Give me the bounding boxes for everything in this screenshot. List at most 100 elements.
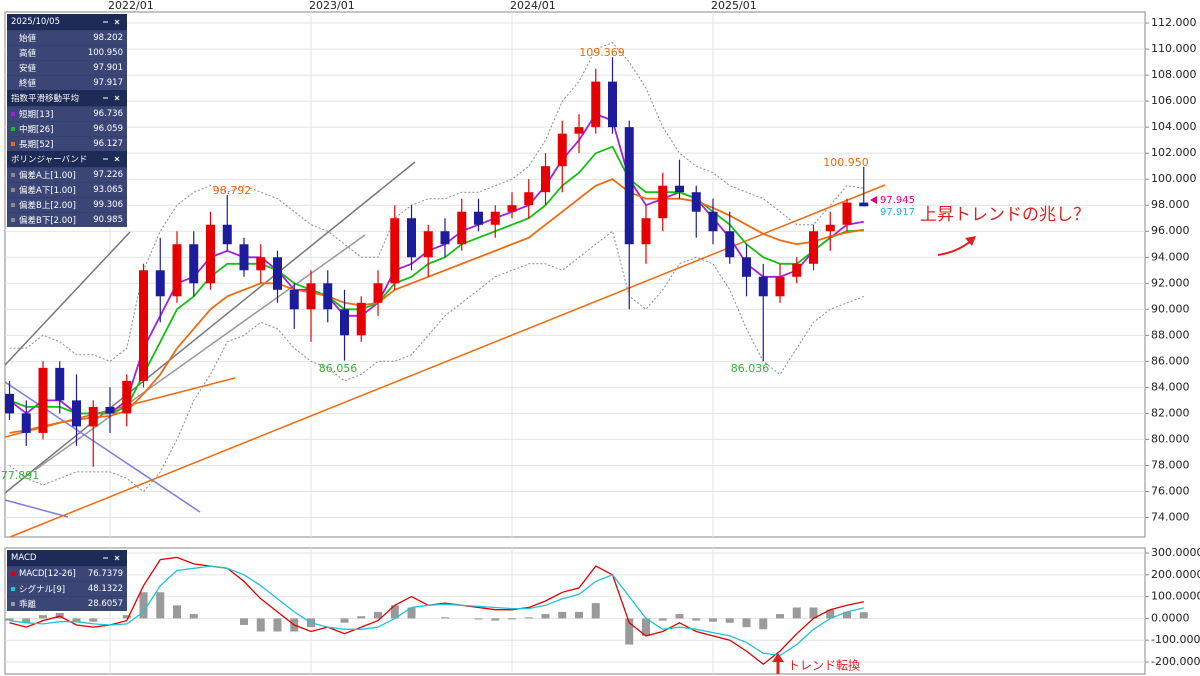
candle-body: [742, 257, 751, 277]
y-tick-label: 88.000: [1151, 328, 1190, 341]
candle-body: [842, 202, 852, 225]
row-name: 短期[13]: [19, 110, 54, 120]
y-tick-label: -100.0000: [1151, 633, 1200, 646]
y-tick-label: 0.0000: [1151, 611, 1190, 624]
row-marker: [11, 81, 15, 85]
window-title: 指数平滑移動平均: [11, 94, 80, 104]
row-marker: [11, 142, 15, 146]
window-buttons[interactable]: [101, 18, 123, 26]
histogram-bar: [625, 618, 634, 645]
histogram-bar: [575, 611, 583, 619]
window-row: 偏差B下[2.00] 90.985: [7, 212, 127, 227]
row-value: 96.059: [93, 124, 123, 134]
y-tick-label: 86.000: [1151, 354, 1190, 367]
histogram-bar: [474, 618, 483, 620]
annotation: 77.891: [1, 469, 40, 482]
close[interactable]: [114, 555, 120, 561]
arrow-head: [772, 653, 784, 662]
histogram-bar: [139, 592, 148, 619]
close[interactable]: [114, 19, 120, 25]
histogram-bar: [776, 614, 784, 619]
row-name: 乖離: [19, 600, 37, 610]
candle-body: [658, 185, 668, 219]
close[interactable]: [114, 95, 120, 101]
bollinger-band: [9, 230, 864, 493]
trend-line: [34, 234, 366, 471]
close[interactable]: [114, 156, 120, 162]
histogram-bar: [491, 618, 500, 621]
window-row: MACD[12-26] 76.7379: [7, 566, 127, 581]
annotation: トレンド転換: [788, 659, 860, 673]
histogram-bar: [22, 618, 31, 623]
candle-body: [390, 218, 400, 284]
histogram-bar: [390, 605, 399, 619]
candle-body: [541, 166, 550, 193]
candle-body: [206, 224, 215, 284]
candle-body: [88, 406, 98, 427]
candle-body: [105, 406, 115, 414]
row-value: 48.1322: [87, 584, 123, 594]
candle-body: [139, 270, 148, 381]
window-row: 長期[52] 96.127: [7, 136, 127, 151]
row-value: 93.065: [93, 185, 123, 195]
trend-line: [9, 184, 886, 538]
histogram-bar: [189, 614, 198, 619]
x-tick-label: 2024/01: [510, 0, 556, 12]
candle-body: [373, 283, 383, 303]
histogram-bar: [541, 614, 550, 619]
candle-body: [825, 224, 835, 232]
row-marker: [11, 66, 15, 70]
candle-body: [725, 231, 735, 258]
annotation: 100.950: [823, 156, 869, 169]
candle-body: [507, 205, 517, 212]
candle-body: [55, 367, 65, 401]
histogram-bar: [809, 607, 818, 619]
window-buttons[interactable]: [101, 554, 123, 562]
candle-body: [323, 283, 333, 310]
y-tick-label: 94.000: [1151, 250, 1190, 263]
x-tick-label: 2025/01: [711, 0, 757, 12]
candle-body: [490, 211, 500, 225]
ema-line: [9, 178, 864, 434]
row-name: 安値: [19, 64, 37, 74]
row-name: 偏差A下[1.00]: [19, 186, 76, 196]
row-marker: [11, 173, 15, 177]
candle-body: [172, 244, 182, 297]
macd-window: MACD MACD[12-26] 76.7379 シグナル[9] 48.1322 乖離 28…: [7, 550, 127, 611]
row-value: 76.7379: [87, 569, 123, 579]
row-value: 99.306: [93, 200, 123, 210]
row-name: 始値: [19, 34, 37, 44]
histogram-bar: [709, 618, 717, 622]
row-value: 28.6057: [87, 599, 123, 609]
row-marker: [11, 188, 15, 192]
window-row: シグナル[9] 48.1322: [7, 581, 127, 596]
row-name: 偏差B上[2.00]: [19, 201, 76, 211]
row-name: 長期[52]: [19, 140, 54, 150]
trend-line: [4, 161, 416, 494]
row-marker: [11, 127, 15, 131]
candle-body: [239, 244, 249, 271]
y-tick-label: 80.000: [1151, 432, 1190, 445]
histogram-bar: [591, 603, 600, 619]
window-row: 偏差A下[1.00] 93.065: [7, 182, 127, 197]
histogram-bar: [273, 618, 282, 632]
candle-body: [457, 211, 467, 245]
row-value: 97.226: [93, 170, 123, 180]
y-tick-label: 74.000: [1151, 510, 1190, 523]
row-name: 高値: [19, 49, 37, 59]
histogram-bar: [742, 618, 751, 628]
y-tick-label: 100.0000: [1151, 590, 1200, 603]
window-buttons[interactable]: [101, 155, 123, 163]
window-row: 短期[13] 96.736: [7, 106, 127, 121]
candle-body: [792, 263, 802, 277]
annotation: 97.917: [880, 207, 915, 218]
row-value: 98.202: [93, 33, 123, 43]
window-buttons[interactable]: [101, 94, 123, 102]
candle-body: [624, 127, 634, 245]
x-tick-label: 2022/01: [108, 0, 154, 12]
window-title: MACD: [11, 553, 37, 563]
histogram-bar: [122, 615, 131, 619]
y-tick-label: -200.0000: [1151, 655, 1200, 668]
histogram-bar: [843, 611, 851, 619]
